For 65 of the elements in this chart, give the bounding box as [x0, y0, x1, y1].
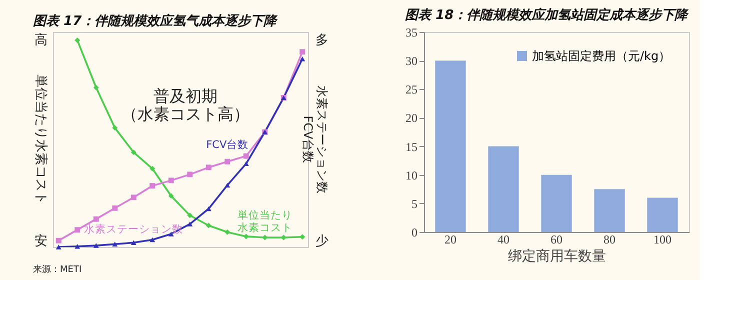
- point: [206, 222, 212, 228]
- point: [243, 234, 249, 240]
- y-tick-label: 5: [412, 196, 418, 211]
- x-tick-label: 80: [604, 232, 616, 246]
- text: 高: [34, 32, 48, 48]
- point: [130, 240, 136, 246]
- bar: [488, 146, 519, 232]
- y-tick-label: 15: [406, 140, 418, 154]
- point: [112, 242, 118, 246]
- bar: [594, 189, 625, 232]
- point: [168, 193, 174, 199]
- point: [74, 38, 80, 44]
- bar: [541, 174, 572, 232]
- point: [93, 84, 99, 90]
- point: [187, 222, 193, 226]
- y-tick-label: 10: [406, 168, 418, 182]
- x-tick-label: 40: [498, 232, 510, 246]
- text: 少: [316, 234, 328, 249]
- point: [150, 237, 156, 242]
- point: [187, 212, 193, 218]
- text: 安: [34, 233, 48, 249]
- point: [112, 125, 118, 131]
- x-tick-label: 20: [444, 232, 456, 246]
- point: [168, 178, 174, 184]
- point: [93, 216, 99, 222]
- annotation: 普及初期（水素コスト高）: [122, 86, 250, 124]
- chart-title: 图表 17：伴随规模效应氢气成本逐步下降: [33, 13, 279, 29]
- y-tick-label: 35: [406, 26, 418, 40]
- series-label: 単位当たり水素コスト: [237, 209, 292, 234]
- point: [243, 153, 249, 159]
- y-tick-label: 20: [406, 111, 418, 126]
- bar: [435, 60, 466, 232]
- point: [300, 49, 306, 55]
- point: [112, 205, 118, 211]
- y2-axis-title: 水素ステーション数 FCV台数: [301, 86, 329, 194]
- point: [56, 238, 62, 244]
- x-axis-title: 绑定商用车数量: [508, 248, 606, 264]
- y-tick-label: 30: [406, 54, 418, 68]
- point: [300, 56, 306, 62]
- bar: [647, 198, 678, 232]
- y-tick-label: 0: [412, 226, 418, 240]
- chart-title: 图表 18：伴随规模效应加氢站固定成本逐步下降: [405, 7, 690, 23]
- text: 多: [316, 33, 328, 48]
- point: [224, 182, 230, 188]
- point: [206, 164, 212, 170]
- point: [56, 244, 62, 250]
- source-note: 来源：METI: [33, 264, 82, 275]
- point: [130, 150, 136, 156]
- point: [93, 243, 99, 248]
- point: [130, 194, 136, 200]
- point: [224, 158, 230, 164]
- point: [74, 227, 80, 233]
- point: [187, 172, 193, 178]
- point: [243, 161, 249, 166]
- y-axis-title: 単位当たり水素コスト: [33, 74, 48, 204]
- point: [150, 183, 156, 189]
- series-label: FCV台数: [206, 138, 249, 152]
- x-tick-label: 60: [550, 232, 562, 246]
- legend-label: 加氢站固定费用（元/kg）: [532, 49, 671, 63]
- y-tick-label: 25: [406, 82, 418, 97]
- point: [300, 234, 306, 240]
- x-tick-label: 100: [654, 232, 672, 246]
- point: [74, 244, 80, 249]
- point: [150, 166, 156, 172]
- point: [224, 229, 230, 235]
